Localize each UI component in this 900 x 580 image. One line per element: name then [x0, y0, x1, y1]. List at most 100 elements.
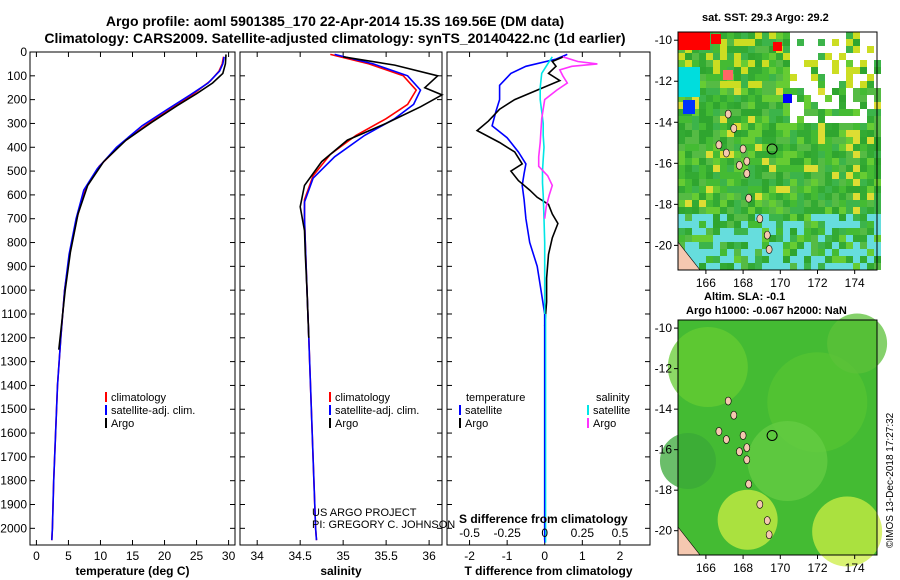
sst-pixel [685, 144, 692, 151]
sst-pixel [853, 144, 860, 151]
sst-pixel [790, 263, 797, 270]
sst-pixel [706, 207, 713, 214]
sst-pixel [860, 137, 867, 144]
sst-pixel [811, 95, 818, 102]
sst-pixel [727, 137, 734, 144]
sst-pixel [867, 130, 874, 137]
sst-pixel [776, 256, 783, 263]
sst-pixel [713, 193, 720, 200]
sst-pixel [832, 137, 839, 144]
figure-title-line2: Climatology: CARS2009. Satellite-adjuste… [44, 30, 626, 46]
sst-pixel [713, 228, 720, 235]
legend-label-salinity: Argo [335, 418, 358, 430]
sst-pixel [748, 228, 755, 235]
sst-pixel [769, 109, 776, 116]
sst-pixel [713, 249, 720, 256]
sst-pixel [748, 179, 755, 186]
sst-pixel [783, 32, 790, 39]
sst-pixel [846, 263, 853, 270]
sst-pixel [769, 53, 776, 60]
sst-pixel [755, 102, 762, 109]
sst-pixel [720, 186, 727, 193]
sst-pixel [811, 228, 818, 235]
sst-pixel [755, 144, 762, 151]
sst-pixel [699, 193, 706, 200]
sst-pixel [832, 88, 839, 95]
sst-pixel [699, 74, 706, 81]
sst-pixel [713, 235, 720, 242]
sst-pixel [699, 235, 706, 242]
sst-pixel [825, 116, 832, 123]
island-shape [765, 245, 773, 254]
sst-pixel [860, 53, 867, 60]
sst-pixel [678, 116, 685, 123]
sst-pixel [748, 130, 755, 137]
island-shape [730, 124, 738, 133]
sst-pixel [741, 165, 748, 172]
sst-pixel [748, 172, 755, 179]
sst-pixel [685, 130, 692, 137]
sst-pixel [734, 214, 741, 221]
sst-pixel [692, 60, 699, 67]
sst-pixel [685, 165, 692, 172]
sst-pixel [811, 102, 818, 109]
sst-pixel [755, 74, 762, 81]
sst-pixel [713, 165, 720, 172]
series-line-differences-blue [491, 53, 568, 541]
sst-pixel [755, 130, 762, 137]
sst-pixel [678, 102, 685, 109]
sst-pixel [839, 186, 846, 193]
sst-pixel [762, 60, 769, 67]
sst-pixel [867, 109, 874, 116]
sst-pixel [769, 179, 776, 186]
sst-pixel [769, 228, 776, 235]
sst-pixel [790, 46, 797, 53]
sst-pixel [790, 200, 797, 207]
sst-pixel [755, 39, 762, 46]
sst-pixel [741, 242, 748, 249]
sst-pixel [762, 46, 769, 53]
sst-pixel [839, 207, 846, 214]
sst-pixel [755, 165, 762, 172]
island-shape [763, 516, 771, 525]
sst-pixel [678, 207, 685, 214]
y-tick-label: 600 [7, 188, 27, 202]
sst-pixel [811, 214, 818, 221]
sst-pixel [755, 200, 762, 207]
sst-pixel [797, 32, 804, 39]
sst-pixel [706, 228, 713, 235]
sst-pixel [699, 53, 706, 60]
sst-pixel [818, 123, 825, 130]
sst-pixel [748, 249, 755, 256]
sst-pixel [741, 53, 748, 60]
series-line-differences-magenta [537, 56, 598, 219]
sst-pixel [811, 263, 818, 270]
sst-pixel [699, 102, 706, 109]
sst-pixel [832, 81, 839, 88]
sst-pixel [846, 46, 853, 53]
sst-pixel [713, 179, 720, 186]
island-shape [736, 447, 743, 456]
sst-pixel [727, 200, 734, 207]
sst-pixel [846, 249, 853, 256]
sst-pixel [846, 60, 853, 67]
sst-pixel [685, 200, 692, 207]
sst-pixel [797, 74, 804, 81]
legend-title-temperature: temperature [466, 392, 525, 404]
sst-pixel [853, 32, 860, 39]
sst-pixel [720, 256, 727, 263]
y-tick-label: 500 [7, 164, 27, 178]
sst-pixel [818, 158, 825, 165]
sst-pixel [790, 130, 797, 137]
figure-title-line1: Argo profile: aoml 5901385_170 22-Apr-20… [105, 13, 565, 29]
sst-pixel [860, 46, 867, 53]
sst-pixel [748, 263, 755, 270]
sst-pixel [867, 102, 874, 109]
sst-pixel [818, 60, 825, 67]
map-y-tick-label: -10 [655, 33, 673, 47]
sst-pixel [685, 193, 692, 200]
sst-pixel [818, 242, 825, 249]
island-shape [723, 435, 730, 444]
sst-pixel [706, 221, 713, 228]
sst-pixel [832, 235, 839, 242]
